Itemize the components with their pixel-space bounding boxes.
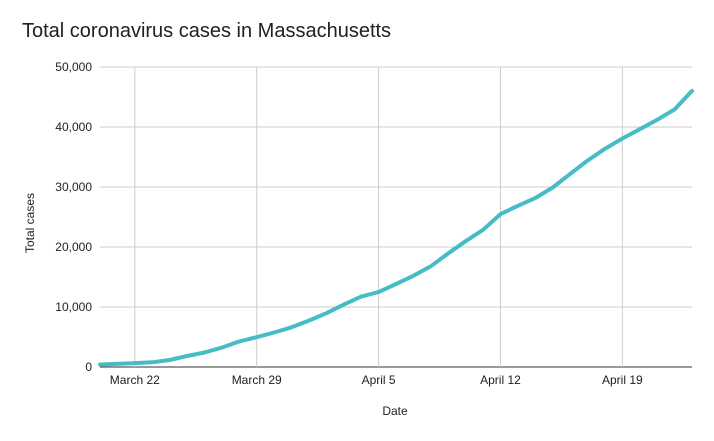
x-tick-label: March 29: [232, 373, 282, 387]
data-point: [202, 350, 206, 354]
grid-lines: [100, 66, 692, 368]
data-point: [220, 346, 224, 350]
data-point: [568, 172, 572, 176]
data-point: [655, 118, 659, 122]
data-point: [307, 319, 311, 323]
data-point: [185, 354, 189, 358]
data-point: [324, 311, 328, 315]
data-point: [237, 339, 241, 343]
data-point: [168, 358, 172, 362]
data-point: [429, 264, 433, 268]
data-point: [150, 360, 154, 364]
data-point: [603, 147, 607, 151]
data-point: [620, 137, 624, 141]
data-point: [115, 362, 119, 366]
data-point: [446, 251, 450, 255]
data-point: [342, 303, 346, 307]
data-point: [411, 274, 415, 278]
data-point: [290, 325, 294, 329]
data-point: [394, 282, 398, 286]
x-tick-labels: March 22 March 29 April 5 April 12 April 19: [110, 373, 643, 387]
data-point: [377, 290, 381, 294]
x-tick-label: April 19: [602, 373, 643, 387]
data-points: [98, 89, 694, 367]
data-point: [533, 196, 537, 200]
data-point: [498, 212, 502, 216]
data-point: [673, 107, 677, 111]
data-point: [638, 127, 642, 131]
y-axis-label: Total cases: [23, 193, 37, 253]
y-tick-label: 20,000: [55, 240, 92, 254]
data-point: [272, 331, 276, 334]
y-tick-label: 50,000: [55, 60, 92, 74]
data-point: [516, 204, 520, 208]
data-point: [359, 295, 363, 299]
x-tick-label: April 5: [362, 373, 396, 387]
data-point: [464, 239, 468, 243]
data-point: [690, 89, 694, 93]
x-tick-label: March 22: [110, 373, 160, 387]
data-point: [481, 228, 485, 232]
data-point: [551, 185, 555, 189]
chart-title: Total coronavirus cases in Massachusetts: [22, 20, 392, 42]
y-tick-label: 10,000: [55, 300, 92, 314]
data-point: [255, 335, 259, 339]
y-tick-labels: 0 10,000 20,000 30,000 40,000 50,000: [55, 60, 92, 374]
series-line: [98, 88, 694, 367]
data-point: [133, 361, 137, 365]
x-tick-label: April 12: [480, 373, 521, 387]
y-tick-label: 40,000: [55, 120, 92, 134]
y-tick-label: 0: [85, 360, 92, 374]
data-point: [586, 159, 590, 163]
y-tick-label: 30,000: [55, 180, 92, 194]
data-point: [98, 363, 102, 367]
x-axis-label: Date: [382, 404, 408, 418]
